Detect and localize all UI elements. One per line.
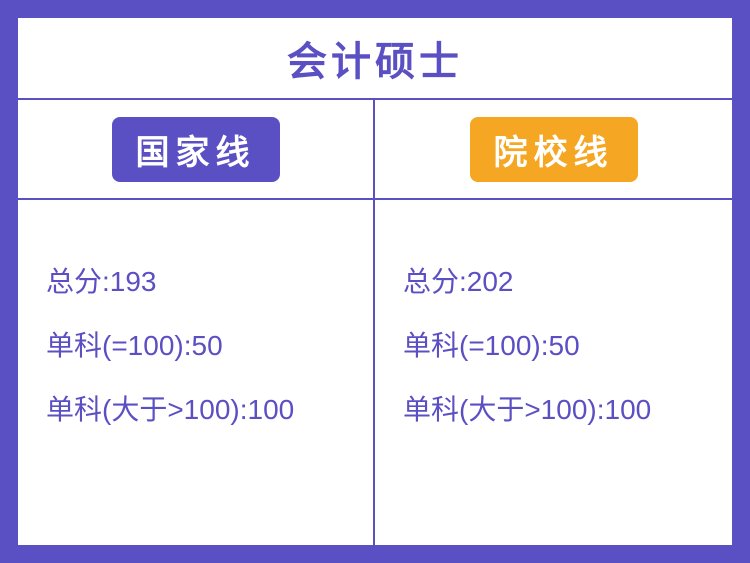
content-row: 总分:193 单科(=100):50 单科(大于>100):100 总分:202… xyxy=(18,198,732,545)
right-single-gt100: 单科(大于>100):100 xyxy=(403,388,704,428)
right-single-eq100: 单科(=100):50 xyxy=(403,324,704,364)
badge-cell-left: 国家线 xyxy=(18,100,375,198)
left-single-gt100: 单科(大于>100):100 xyxy=(46,388,345,428)
badge-cell-right: 院校线 xyxy=(375,100,732,198)
title-row: 会计硕士 xyxy=(18,18,732,100)
content-cell-left: 总分:193 单科(=100):50 单科(大于>100):100 xyxy=(18,200,375,545)
inner-panel: 会计硕士 国家线 院校线 总分:193 单科(=100):50 单科(大于>10… xyxy=(18,18,732,545)
left-single-eq100: 单科(=100):50 xyxy=(46,324,345,364)
national-line-badge: 国家线 xyxy=(112,117,280,182)
content-cell-right: 总分:202 单科(=100):50 单科(大于>100):100 xyxy=(375,200,732,545)
left-total-score: 总分:193 xyxy=(46,260,345,300)
badge-row: 国家线 院校线 xyxy=(18,100,732,198)
right-total-score: 总分:202 xyxy=(403,260,704,300)
page-title: 会计硕士 xyxy=(287,29,463,87)
outer-frame: 会计硕士 国家线 院校线 总分:193 单科(=100):50 单科(大于>10… xyxy=(0,0,750,563)
school-line-badge: 院校线 xyxy=(470,117,638,182)
